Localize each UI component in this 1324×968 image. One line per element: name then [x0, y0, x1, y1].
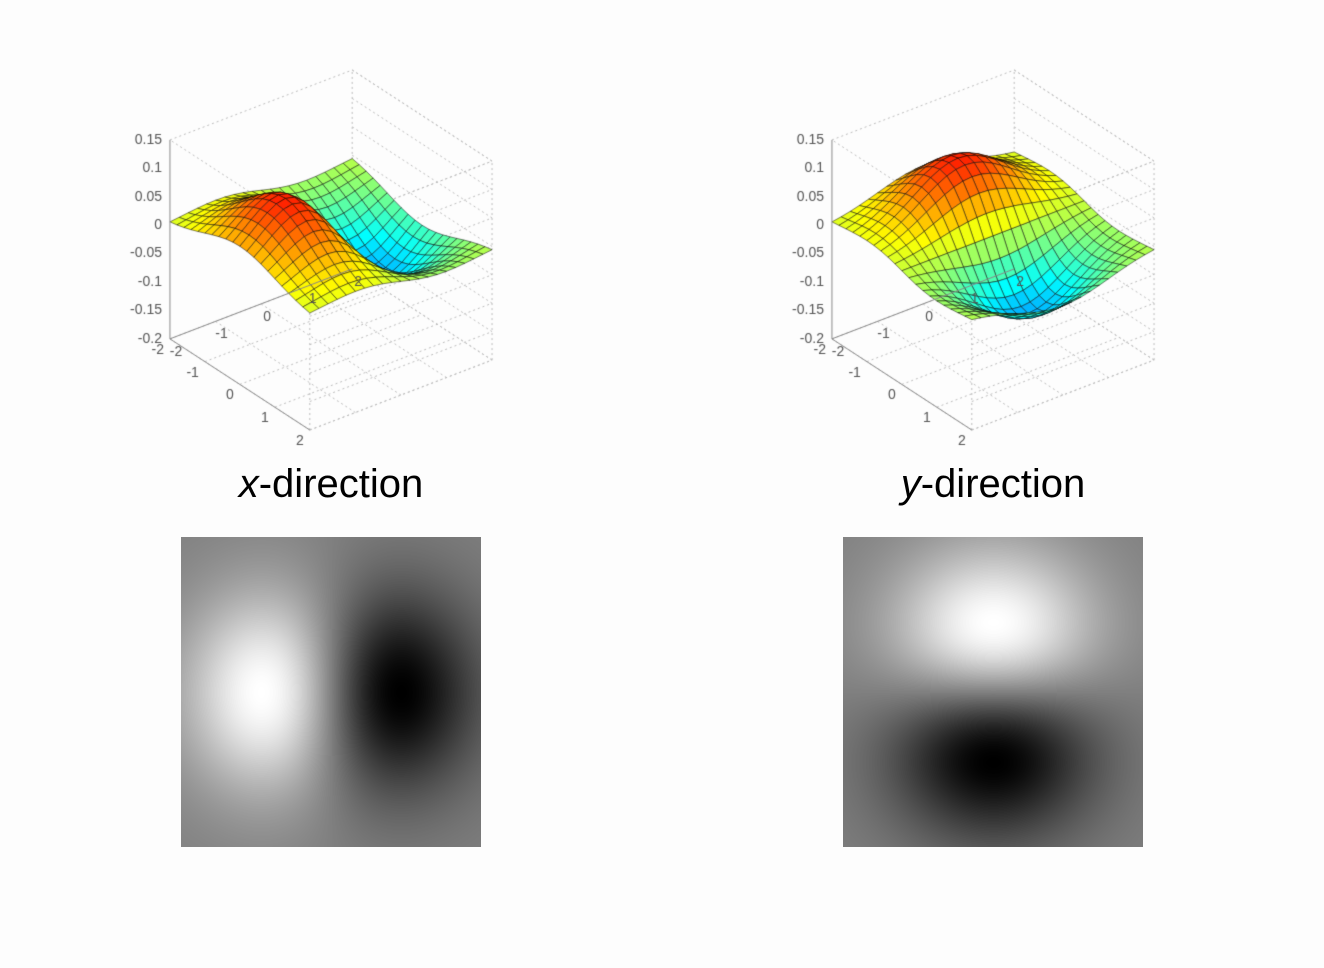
- gray-canvas-x: [181, 537, 481, 847]
- gray-kernel-x: [181, 537, 481, 847]
- gray-kernel-y: [843, 537, 1143, 847]
- gray-canvas-y: [843, 537, 1143, 847]
- surface-canvas-y: [713, 30, 1273, 470]
- figure-page: x-direction y-direction: [0, 0, 1324, 968]
- surface-canvas-x: [51, 30, 611, 470]
- panel-x-direction: x-direction: [51, 30, 611, 507]
- panel-y-direction: y-direction: [713, 30, 1273, 507]
- surface-plot-y: [713, 30, 1273, 470]
- surface-plot-x: [51, 30, 611, 470]
- gray-kernel-row: [0, 537, 1324, 847]
- surface-row: x-direction y-direction: [0, 0, 1324, 507]
